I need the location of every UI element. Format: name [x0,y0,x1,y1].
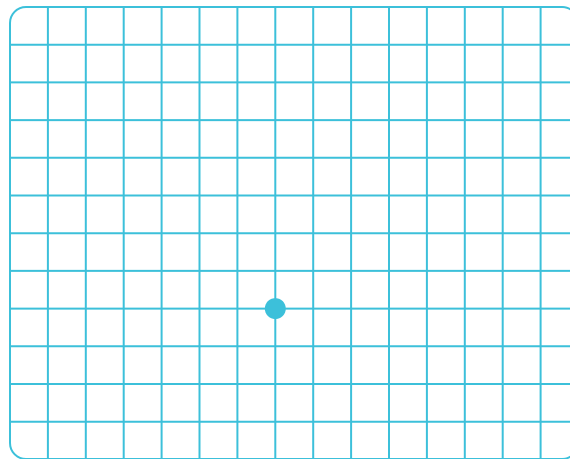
point-dot[interactable] [264,298,286,320]
grid-border [9,6,570,459]
grid-lines [10,7,570,459]
grid-board [10,7,570,459]
